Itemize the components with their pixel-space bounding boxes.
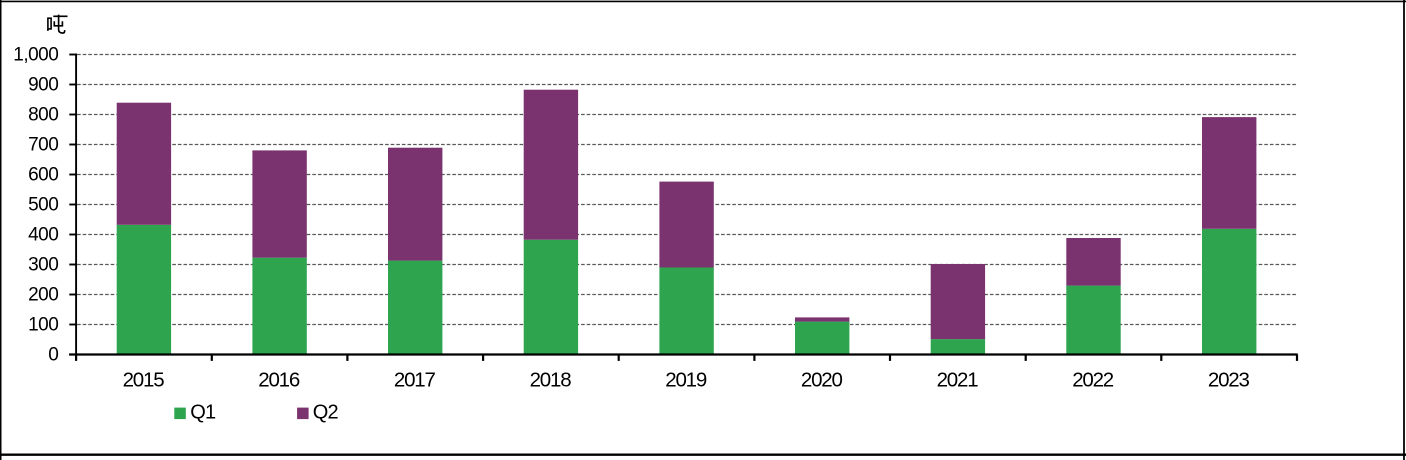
svg-text:100: 100: [28, 315, 58, 336]
svg-text:1,000: 1,000: [13, 45, 58, 66]
svg-text:Q1: Q1: [190, 402, 216, 424]
svg-text:900: 900: [28, 75, 58, 96]
svg-text:2023: 2023: [1208, 369, 1250, 392]
svg-text:800: 800: [28, 105, 58, 126]
svg-text:2021: 2021: [937, 369, 979, 392]
svg-text:300: 300: [28, 255, 58, 276]
svg-text:2018: 2018: [530, 369, 572, 392]
svg-text:Q2: Q2: [313, 402, 339, 424]
svg-text:700: 700: [28, 135, 58, 156]
svg-text:2016: 2016: [258, 369, 300, 392]
svg-text:2022: 2022: [1072, 369, 1114, 392]
svg-text:600: 600: [28, 165, 58, 186]
svg-text:200: 200: [28, 285, 58, 306]
svg-text:2015: 2015: [123, 369, 165, 392]
svg-text:500: 500: [28, 195, 58, 216]
svg-text:0: 0: [48, 345, 58, 366]
svg-text:2019: 2019: [665, 369, 707, 392]
svg-text:2017: 2017: [394, 369, 436, 392]
svg-text:2020: 2020: [801, 369, 843, 392]
svg-text:400: 400: [28, 225, 58, 246]
